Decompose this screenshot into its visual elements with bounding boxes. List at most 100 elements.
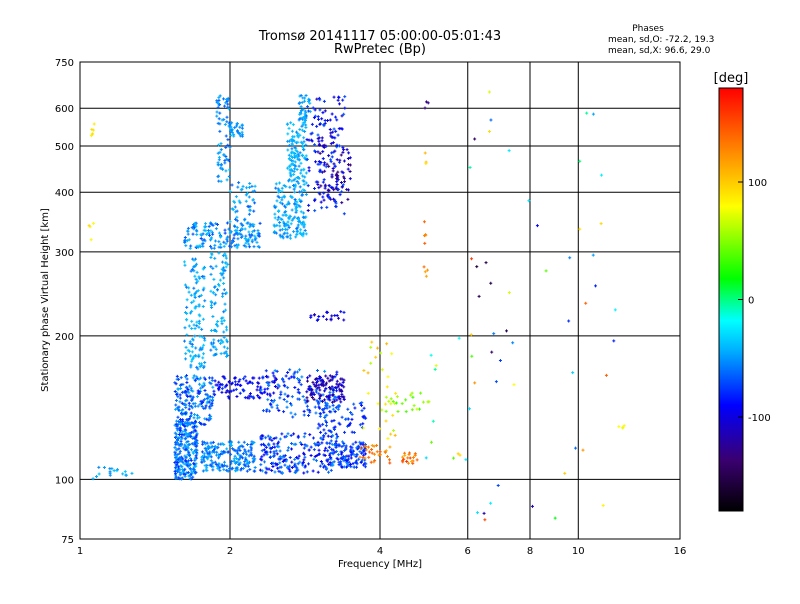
data-point xyxy=(272,391,276,395)
data-point xyxy=(282,194,286,198)
data-point xyxy=(90,128,94,132)
data-point xyxy=(218,150,222,154)
data-point xyxy=(188,463,192,467)
data-point xyxy=(324,374,328,378)
data-point xyxy=(296,462,300,466)
data-point xyxy=(256,394,260,398)
data-point xyxy=(290,465,294,469)
data-point xyxy=(209,328,213,332)
data-point xyxy=(184,352,188,356)
data-point xyxy=(227,380,231,384)
data-point xyxy=(200,274,204,278)
data-point xyxy=(203,377,207,381)
data-point xyxy=(272,204,276,208)
data-point xyxy=(290,395,294,399)
data-point xyxy=(221,292,225,296)
data-point xyxy=(349,456,353,460)
data-point xyxy=(247,380,251,384)
data-point xyxy=(214,239,218,243)
data-point xyxy=(174,398,178,402)
data-point xyxy=(207,451,211,455)
data-point xyxy=(280,471,284,475)
data-point xyxy=(244,452,248,456)
data-point xyxy=(102,466,106,470)
data-point xyxy=(187,407,191,411)
data-point xyxy=(343,95,347,99)
data-point xyxy=(385,385,389,389)
data-point xyxy=(323,143,327,147)
data-point xyxy=(224,169,228,173)
data-point xyxy=(175,470,179,474)
data-point xyxy=(307,385,311,389)
data-point xyxy=(239,454,243,458)
data-point xyxy=(318,168,322,172)
data-point xyxy=(358,401,362,405)
data-point xyxy=(211,461,215,465)
data-point xyxy=(235,456,239,460)
data-point xyxy=(224,261,228,265)
data-point xyxy=(604,373,608,377)
data-point xyxy=(233,224,237,228)
y-tick-label: 75 xyxy=(61,535,74,546)
data-point xyxy=(193,378,197,382)
data-point xyxy=(253,201,257,205)
data-point xyxy=(318,414,322,418)
data-point xyxy=(216,466,220,470)
data-point xyxy=(305,138,309,142)
data-point xyxy=(359,442,363,446)
data-point xyxy=(279,392,283,396)
data-point xyxy=(190,226,194,230)
data-point xyxy=(284,205,288,209)
data-point xyxy=(220,294,224,298)
data-point xyxy=(226,450,230,454)
data-point xyxy=(327,470,331,474)
data-point xyxy=(219,148,223,152)
data-point xyxy=(195,416,199,420)
data-point xyxy=(187,286,191,290)
data-point xyxy=(183,235,187,239)
data-point xyxy=(335,398,339,402)
data-point xyxy=(232,236,236,240)
data-point xyxy=(222,276,226,280)
data-point xyxy=(342,465,346,469)
data-point xyxy=(308,98,312,102)
data-point xyxy=(212,392,216,396)
data-point xyxy=(216,282,220,286)
data-point xyxy=(340,190,344,194)
data-point xyxy=(194,262,198,266)
data-point xyxy=(340,445,344,449)
data-point xyxy=(283,210,287,214)
data-point xyxy=(180,401,184,405)
data-point xyxy=(358,423,362,427)
x-tick-label: 1 xyxy=(77,546,83,557)
data-point xyxy=(433,367,437,371)
data-point xyxy=(362,426,366,430)
data-point xyxy=(391,400,395,404)
data-point xyxy=(392,429,396,433)
data-point xyxy=(186,232,190,236)
data-point xyxy=(249,442,253,446)
data-point xyxy=(334,200,338,204)
data-point xyxy=(310,139,314,143)
data-point xyxy=(203,383,207,387)
data-point xyxy=(226,102,230,106)
data-point xyxy=(470,354,474,358)
data-point xyxy=(275,406,279,410)
data-point xyxy=(188,384,192,388)
data-point xyxy=(377,453,381,457)
data-point xyxy=(311,380,315,384)
data-point xyxy=(286,220,290,224)
data-point xyxy=(218,382,222,386)
data-point xyxy=(179,383,183,387)
data-point xyxy=(252,454,256,458)
data-point xyxy=(178,473,182,477)
data-point xyxy=(260,458,264,462)
data-point xyxy=(235,466,239,470)
data-point xyxy=(223,228,227,232)
data-point xyxy=(193,413,197,417)
data-point xyxy=(321,195,325,199)
data-point xyxy=(204,468,208,472)
data-point xyxy=(181,418,185,422)
data-point xyxy=(253,238,257,242)
data-point xyxy=(298,128,302,132)
